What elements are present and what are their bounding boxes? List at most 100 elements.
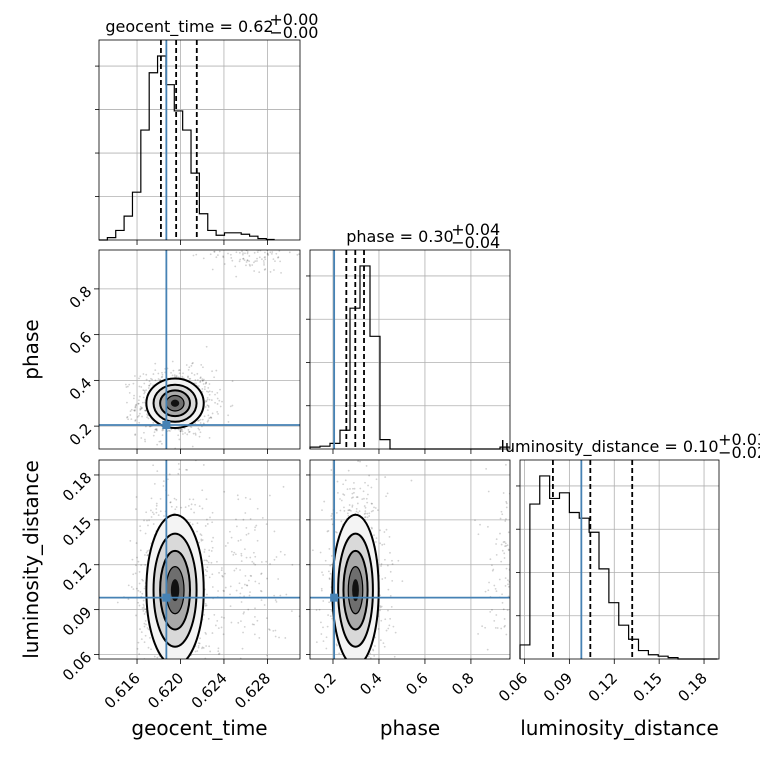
sample-point bbox=[209, 416, 212, 419]
sample-point bbox=[207, 419, 210, 422]
x-tick-label: 0.06 bbox=[495, 669, 531, 705]
sample-point bbox=[375, 537, 378, 540]
sample-point bbox=[499, 532, 501, 535]
sample-point bbox=[199, 422, 202, 424]
sample-point bbox=[254, 529, 256, 531]
sample-point bbox=[382, 642, 385, 645]
sample-point bbox=[256, 539, 259, 542]
sample-point bbox=[356, 711, 358, 713]
sample-point bbox=[363, 513, 366, 515]
sample-point bbox=[200, 538, 203, 541]
sample-point bbox=[206, 404, 209, 407]
sample-point bbox=[327, 570, 330, 573]
sample-point bbox=[380, 605, 383, 608]
sample-point bbox=[249, 265, 251, 267]
sample-point bbox=[260, 599, 263, 602]
sample-point bbox=[144, 634, 147, 637]
sample-point bbox=[183, 427, 186, 430]
sample-point bbox=[216, 244, 218, 246]
sample-point bbox=[126, 415, 129, 418]
sample-point bbox=[245, 264, 247, 267]
sample-point bbox=[150, 648, 152, 651]
sample-point bbox=[380, 565, 382, 567]
sample-point bbox=[344, 479, 347, 482]
sample-point bbox=[501, 549, 504, 552]
sample-point bbox=[233, 243, 235, 245]
sample-point bbox=[145, 623, 147, 626]
sample-point bbox=[367, 484, 369, 487]
sample-point bbox=[242, 252, 244, 255]
sample-point bbox=[131, 558, 134, 561]
sample-point bbox=[179, 430, 182, 433]
sample-point bbox=[229, 593, 231, 596]
sample-point bbox=[504, 463, 507, 466]
sample-point bbox=[155, 675, 157, 677]
sample-point bbox=[485, 467, 488, 470]
sample-point bbox=[141, 401, 144, 404]
sample-point bbox=[315, 641, 318, 644]
sample-point bbox=[391, 559, 393, 562]
sample-point bbox=[251, 560, 254, 563]
panel-frame bbox=[98, 39, 301, 241]
sample-point bbox=[187, 687, 189, 689]
sample-point bbox=[199, 533, 202, 536]
sample-point bbox=[241, 250, 243, 253]
sample-point bbox=[145, 373, 148, 376]
sample-point bbox=[366, 512, 369, 515]
sample-point bbox=[351, 504, 354, 507]
sample-point bbox=[191, 445, 194, 448]
sample-point bbox=[369, 657, 372, 659]
sample-point bbox=[207, 391, 210, 393]
sample-point bbox=[513, 609, 515, 611]
sample-point bbox=[222, 255, 225, 258]
sample-point bbox=[511, 576, 513, 578]
sample-point bbox=[162, 485, 165, 487]
sample-point bbox=[270, 252, 273, 255]
sample-point bbox=[249, 518, 252, 520]
sample-point bbox=[348, 509, 351, 511]
sample-point bbox=[208, 390, 211, 393]
sample-point bbox=[330, 609, 333, 612]
x-tick-label: 0.12 bbox=[585, 669, 621, 705]
sample-point bbox=[134, 406, 137, 409]
sample-point bbox=[235, 525, 238, 528]
density-contour bbox=[170, 399, 180, 407]
sample-point bbox=[158, 679, 160, 681]
sample-point bbox=[246, 246, 248, 248]
sample-point bbox=[230, 621, 233, 624]
sample-point bbox=[237, 621, 240, 624]
x-axis-label: luminosity_distance bbox=[520, 716, 719, 740]
sample-point bbox=[347, 676, 349, 678]
sample-point bbox=[146, 414, 149, 417]
sample-point bbox=[235, 518, 237, 521]
sample-point bbox=[349, 664, 351, 666]
sample-point bbox=[137, 402, 140, 405]
sample-point bbox=[155, 429, 158, 432]
sample-point bbox=[348, 509, 351, 512]
sample-point bbox=[201, 390, 204, 393]
sample-point bbox=[258, 241, 260, 243]
sample-point bbox=[205, 390, 208, 393]
sample-point bbox=[142, 396, 145, 399]
sample-point bbox=[507, 549, 510, 552]
sample-point bbox=[151, 511, 154, 514]
y-tick-label: 0.6 bbox=[66, 328, 96, 358]
sample-point bbox=[127, 584, 130, 587]
sample-point bbox=[181, 666, 183, 668]
sample-point bbox=[196, 372, 199, 375]
sample-point bbox=[134, 572, 137, 575]
sample-point bbox=[251, 264, 254, 266]
sample-point bbox=[162, 428, 165, 431]
sample-point bbox=[143, 389, 146, 392]
sample-point bbox=[512, 477, 514, 479]
sample-point bbox=[500, 510, 503, 513]
sample-point bbox=[320, 633, 323, 635]
sample-point bbox=[175, 375, 178, 378]
sample-point bbox=[349, 665, 351, 667]
sample-point bbox=[329, 615, 332, 618]
sample-point bbox=[155, 502, 158, 505]
x-tick-label: 0.8 bbox=[448, 669, 478, 699]
sample-point bbox=[185, 668, 187, 670]
sample-point bbox=[242, 518, 245, 521]
sample-point bbox=[190, 508, 193, 511]
